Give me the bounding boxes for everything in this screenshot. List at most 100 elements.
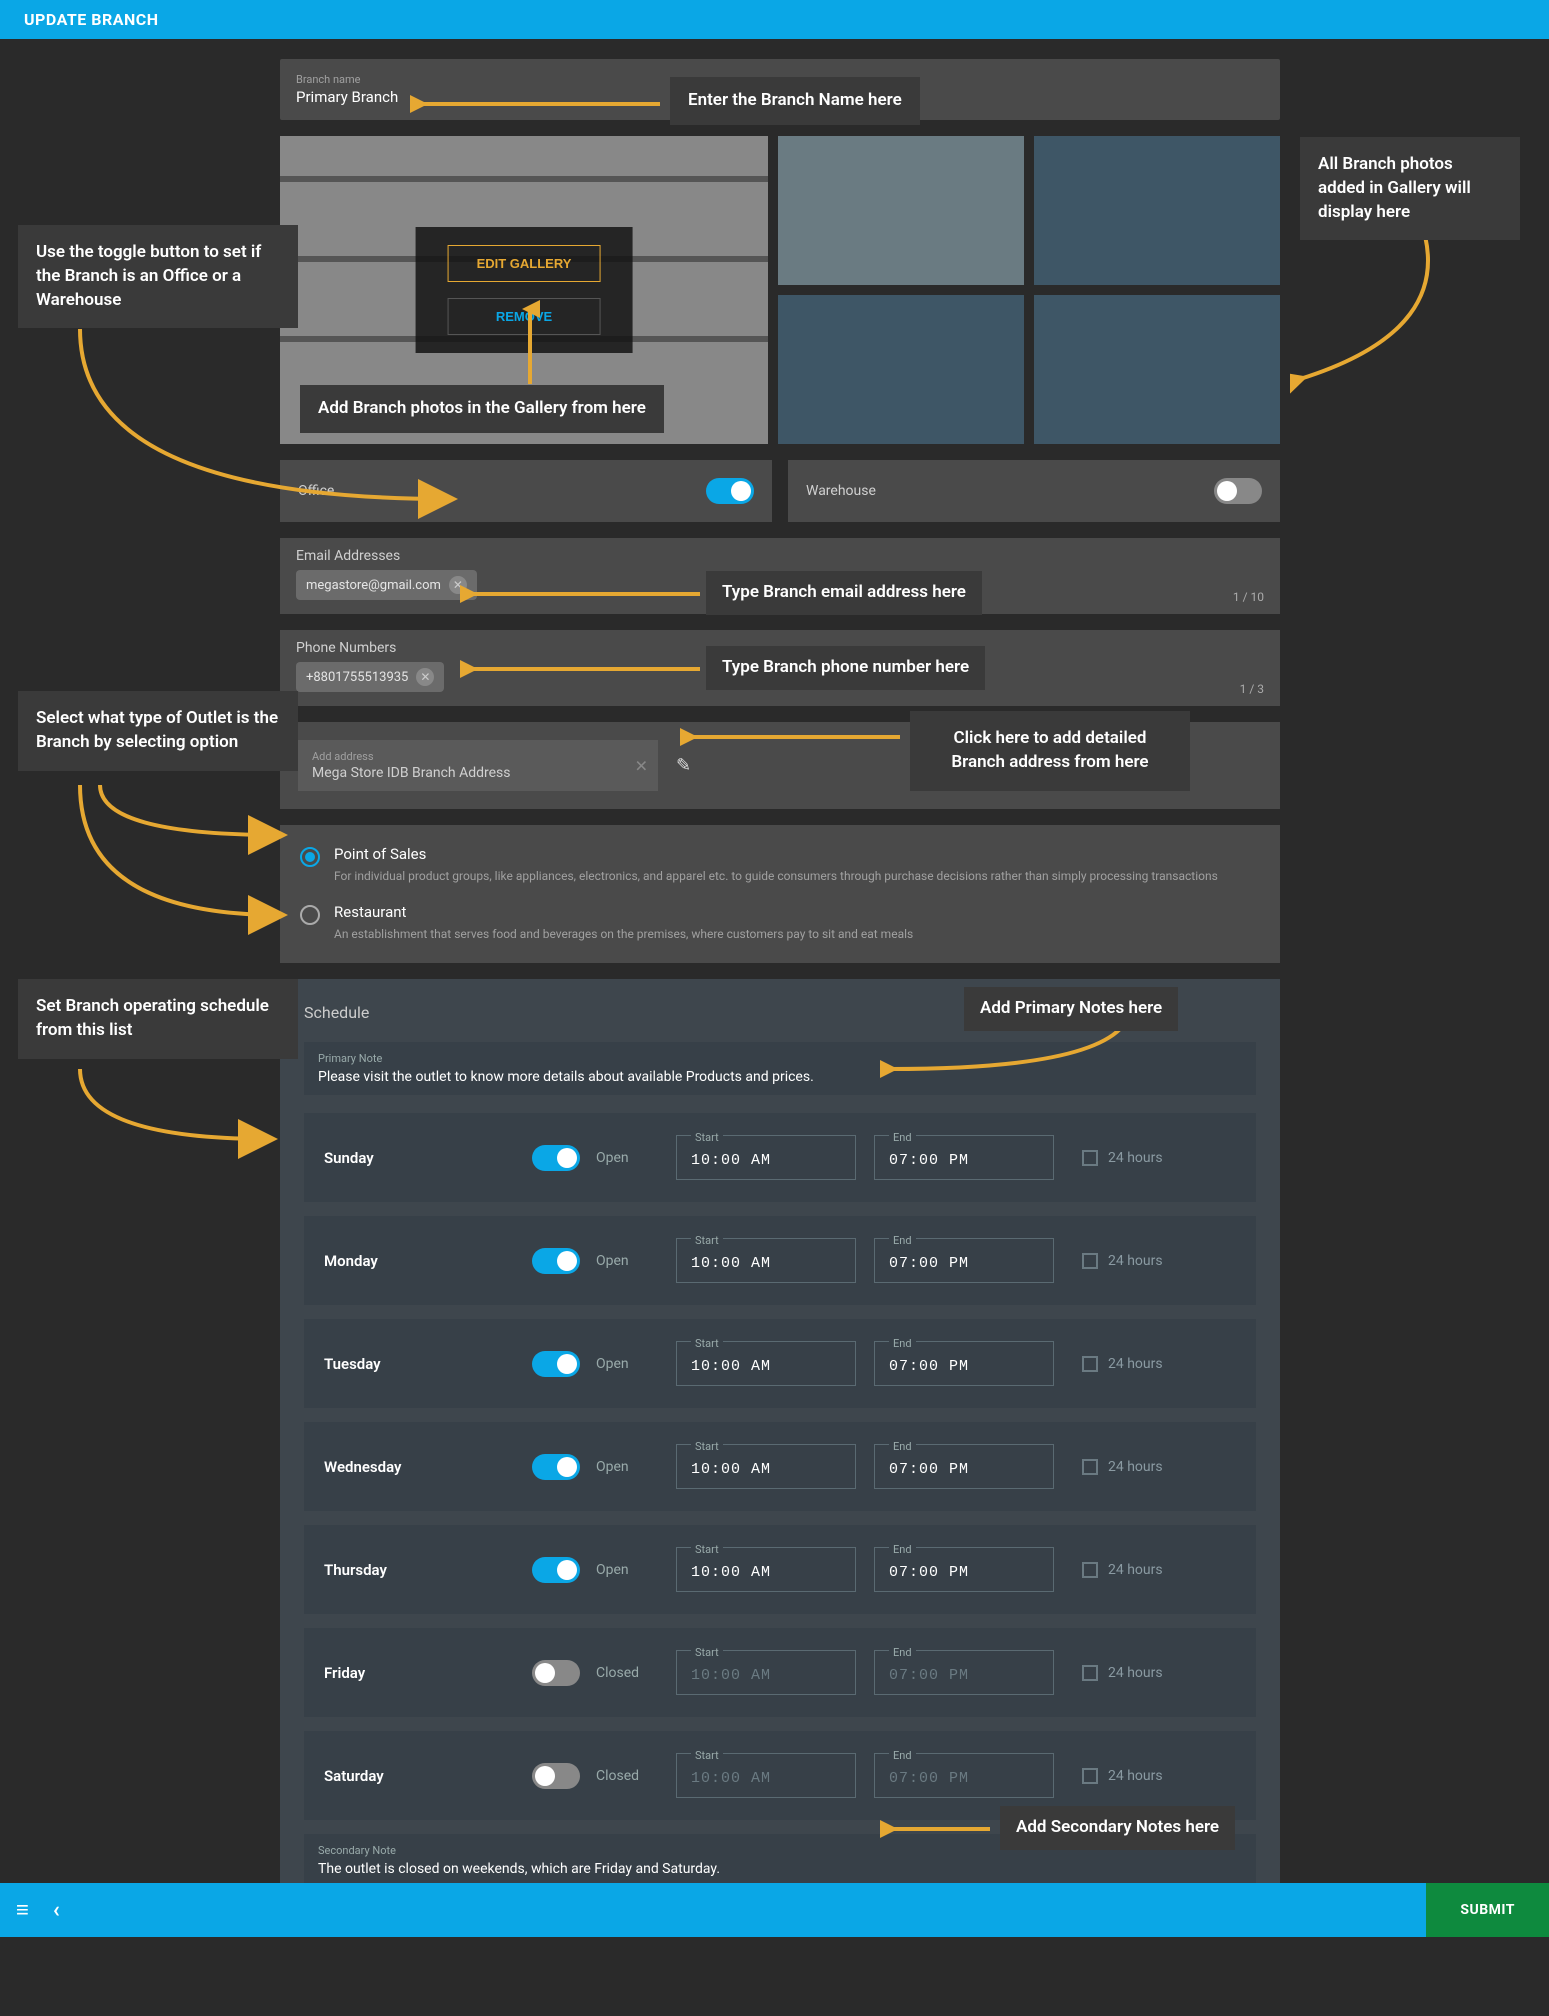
day-name: Wednesday — [324, 1458, 514, 1476]
end-time-field[interactable]: End07:00 PM — [874, 1650, 1054, 1695]
office-toggle-panel: Office — [280, 460, 772, 522]
submit-button[interactable]: SUBMIT — [1426, 1883, 1549, 1937]
phone-chip-remove-icon[interactable]: ✕ — [416, 668, 434, 686]
end-time-field[interactable]: End07:00 PM — [874, 1135, 1054, 1180]
callout-email: Type Branch email address here — [706, 571, 982, 615]
24hours-option[interactable]: 24 hours — [1082, 1356, 1163, 1372]
24hours-option[interactable]: 24 hours — [1082, 1253, 1163, 1269]
callout-branch-name: Enter the Branch Name here — [670, 77, 920, 125]
callout-gallery-photos: All Branch photos added in Gallery will … — [1300, 137, 1520, 240]
schedule-day-row: Sunday Open Start10:00 AM End07:00 PM 24 hou… — [304, 1113, 1256, 1202]
day-state: Open — [596, 1562, 658, 1578]
start-time-field[interactable]: Start10:00 AM — [676, 1341, 856, 1386]
office-label: Office — [298, 483, 334, 499]
primary-note-value: Please visit the outlet to know more det… — [318, 1069, 1242, 1085]
outlet-restaurant-desc: An establishment that serves food and be… — [334, 925, 913, 943]
24hours-label: 24 hours — [1108, 1150, 1163, 1166]
24hours-label: 24 hours — [1108, 1356, 1163, 1372]
24hours-option[interactable]: 24 hours — [1082, 1665, 1163, 1681]
callout-outlet: Select what type of Outlet is the Branch… — [18, 691, 298, 771]
day-toggle[interactable] — [532, 1351, 580, 1377]
office-toggle[interactable] — [706, 478, 754, 504]
day-toggle[interactable] — [532, 1454, 580, 1480]
menu-icon[interactable]: ≡ — [16, 1897, 29, 1923]
header-title: UPDATE BRANCH — [24, 10, 159, 29]
end-time-field[interactable]: End07:00 PM — [874, 1341, 1054, 1386]
outlet-pos-desc: For individual product groups, like appl… — [334, 867, 1218, 885]
start-time-field[interactable]: Start10:00 AM — [676, 1650, 856, 1695]
page-header: UPDATE BRANCH — [0, 0, 1549, 39]
callout-primary-note: Add Primary Notes here — [964, 987, 1178, 1031]
24hours-checkbox[interactable] — [1082, 1768, 1098, 1784]
day-toggle[interactable] — [532, 1248, 580, 1274]
email-chip: megastore@gmail.com ✕ — [296, 570, 477, 600]
remove-gallery-button[interactable]: REMOVE — [448, 298, 601, 335]
24hours-checkbox[interactable] — [1082, 1665, 1098, 1681]
callout-address: Click here to add detailed Branch addres… — [910, 711, 1190, 791]
edit-gallery-button[interactable]: EDIT GALLERY — [448, 245, 601, 282]
24hours-checkbox[interactable] — [1082, 1356, 1098, 1372]
callout-schedule: Set Branch operating schedule from this … — [18, 979, 298, 1059]
gallery-slot-1[interactable] — [778, 136, 1024, 285]
gallery-slot-2[interactable] — [1034, 136, 1280, 285]
day-state: Open — [596, 1150, 658, 1166]
end-time-field[interactable]: End07:00 PM — [874, 1547, 1054, 1592]
day-state: Closed — [596, 1768, 658, 1784]
gallery-slot-3[interactable] — [778, 295, 1024, 444]
day-name: Tuesday — [324, 1355, 514, 1373]
secondary-note-value: The outlet is closed on weekends, which … — [318, 1861, 1242, 1877]
gallery-slot-4[interactable] — [1034, 295, 1280, 444]
day-name: Saturday — [324, 1767, 514, 1785]
day-toggle[interactable] — [532, 1763, 580, 1789]
24hours-option[interactable]: 24 hours — [1082, 1150, 1163, 1166]
submit-label: SUBMIT — [1460, 1902, 1515, 1918]
24hours-checkbox[interactable] — [1082, 1253, 1098, 1269]
start-time-field[interactable]: Start10:00 AM — [676, 1135, 856, 1180]
gallery-overlay: EDIT GALLERY REMOVE — [416, 227, 633, 353]
end-time-field[interactable]: End07:00 PM — [874, 1753, 1054, 1798]
24hours-checkbox[interactable] — [1082, 1459, 1098, 1475]
24hours-checkbox[interactable] — [1082, 1562, 1098, 1578]
start-time-field[interactable]: Start10:00 AM — [676, 1444, 856, 1489]
email-label: Email Addresses — [296, 548, 1264, 564]
address-edit-icon[interactable]: ✎ — [676, 755, 691, 776]
address-field[interactable]: Add address Mega Store IDB Branch Addres… — [298, 740, 658, 791]
email-counter: 1 / 10 — [1233, 590, 1264, 604]
day-state: Open — [596, 1356, 658, 1372]
outlet-restaurant-radio[interactable] — [300, 905, 320, 925]
address-label: Add address — [312, 750, 644, 763]
24hours-option[interactable]: 24 hours — [1082, 1768, 1163, 1784]
footer: ≡ ‹ SUBMIT — [0, 1883, 1549, 1937]
day-state: Open — [596, 1459, 658, 1475]
outlet-pos-title: Point of Sales — [334, 845, 1218, 863]
24hours-option[interactable]: 24 hours — [1082, 1459, 1163, 1475]
schedule-day-row: Tuesday Open Start10:00 AM End07:00 PM 24 ho… — [304, 1319, 1256, 1408]
24hours-option[interactable]: 24 hours — [1082, 1562, 1163, 1578]
address-clear-icon[interactable]: ✕ — [635, 756, 648, 775]
day-state: Closed — [596, 1665, 658, 1681]
email-chip-remove-icon[interactable]: ✕ — [449, 576, 467, 594]
phone-chip: +8801755513935 ✕ — [296, 662, 444, 692]
day-toggle[interactable] — [532, 1145, 580, 1171]
start-time-field[interactable]: Start10:00 AM — [676, 1238, 856, 1283]
schedule-day-row: FridayClosedStart10:00 AMEnd07:00 PM24 h… — [304, 1628, 1256, 1717]
warehouse-toggle[interactable] — [1214, 478, 1262, 504]
end-time-field[interactable]: End07:00 PM — [874, 1444, 1054, 1489]
day-name: Sunday — [324, 1149, 514, 1167]
callout-add-photos: Add Branch photos in the Gallery from he… — [300, 385, 664, 433]
day-name: Monday — [324, 1252, 514, 1270]
24hours-checkbox[interactable] — [1082, 1150, 1098, 1166]
outlet-pos-radio[interactable] — [300, 847, 320, 867]
phone-chip-text: +8801755513935 — [306, 670, 408, 685]
end-time-field[interactable]: End07:00 PM — [874, 1238, 1054, 1283]
day-toggle[interactable] — [532, 1557, 580, 1583]
24hours-label: 24 hours — [1108, 1253, 1163, 1269]
primary-note-box[interactable]: Primary Note Please visit the outlet to … — [304, 1042, 1256, 1095]
24hours-label: 24 hours — [1108, 1459, 1163, 1475]
24hours-label: 24 hours — [1108, 1562, 1163, 1578]
schedule-panel: Schedule Primary Note Please visit the o… — [280, 979, 1280, 1929]
day-toggle[interactable] — [532, 1660, 580, 1686]
start-time-field[interactable]: Start10:00 AM — [676, 1547, 856, 1592]
back-icon[interactable]: ‹ — [53, 1898, 60, 1923]
start-time-field[interactable]: Start10:00 AM — [676, 1753, 856, 1798]
